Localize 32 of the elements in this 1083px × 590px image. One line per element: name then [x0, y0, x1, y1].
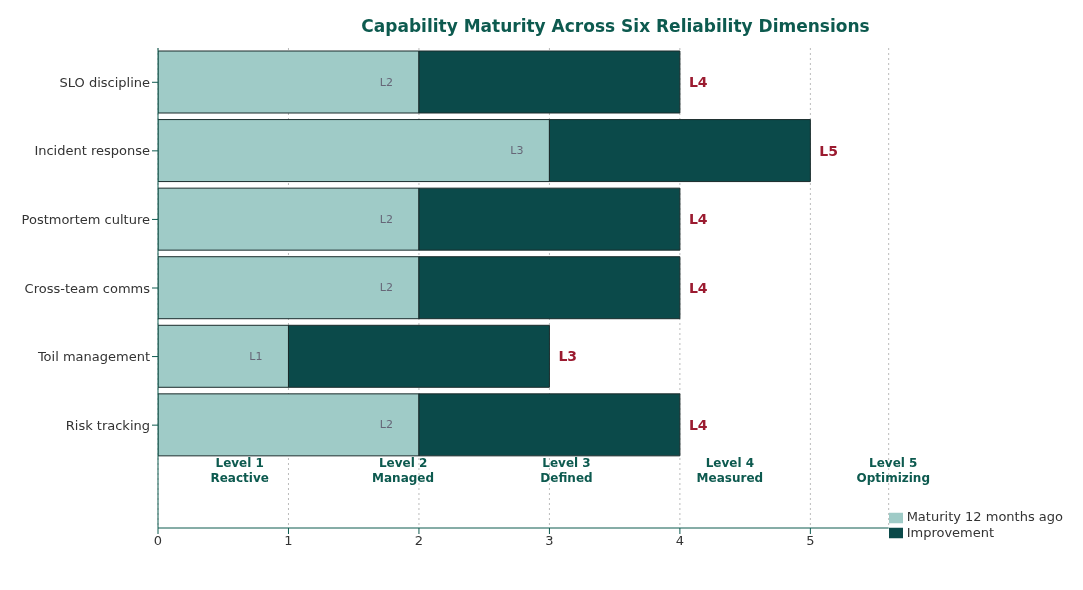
y-tick-label: Toil management: [36, 349, 150, 365]
annotation: Level 2 Managed: [372, 456, 435, 486]
chart-title: Capability Maturity Across Six Reliability Dimensions: [361, 16, 870, 36]
total-label: L4: [688, 279, 708, 296]
legend-label: Improvement: [906, 524, 995, 540]
data-label: L1: [249, 349, 263, 363]
total-label: L4: [688, 211, 708, 228]
annotation: Level 3 Defined: [540, 456, 593, 486]
annotation: Level 1 Reactive: [210, 456, 269, 486]
y-tick-label: Incident response: [34, 143, 150, 159]
x-tick-label: 5: [806, 533, 815, 549]
total-label: L3: [558, 348, 578, 365]
data-label: L2: [379, 212, 393, 226]
y-tick-label: SLO discipline: [59, 74, 150, 90]
data-label: L2: [379, 281, 393, 295]
x-tick-label: 2: [414, 533, 424, 549]
annotation: Level 4 Measured: [696, 456, 764, 486]
total-label: L4: [688, 416, 708, 433]
data-label: L3: [510, 144, 524, 158]
annotation: Level 5 Optimizing: [856, 456, 931, 486]
y-tick-label: Cross-team comms: [24, 280, 151, 296]
y-tick-label: Postmortem culture: [21, 212, 150, 228]
x-tick-label: 1: [284, 533, 293, 549]
x-tick-label: 0: [153, 533, 163, 549]
data-label: L2: [379, 75, 393, 89]
total-label: L5: [819, 142, 839, 159]
data-label: L2: [379, 418, 393, 432]
total-label: L4: [688, 74, 708, 90]
y-tick-label: Risk tracking: [65, 417, 150, 433]
legend-label: Maturity 12 months ago: [906, 509, 1063, 524]
x-tick-label: 3: [545, 533, 554, 549]
x-tick-label: 4: [675, 533, 685, 549]
